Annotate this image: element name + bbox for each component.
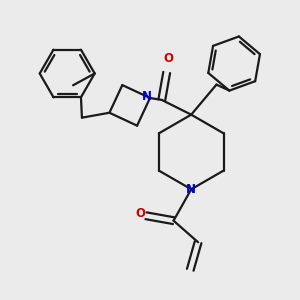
Text: N: N	[142, 91, 152, 103]
Text: N: N	[186, 183, 196, 196]
Text: O: O	[135, 207, 145, 220]
Text: O: O	[164, 52, 174, 64]
